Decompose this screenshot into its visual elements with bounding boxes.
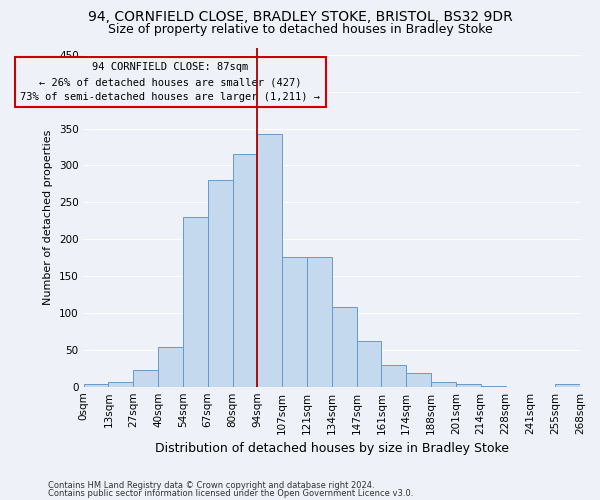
Text: Contains public sector information licensed under the Open Government Licence v3: Contains public sector information licen… <box>48 488 413 498</box>
Bar <box>406 372 431 386</box>
Bar <box>382 364 406 386</box>
Bar <box>109 382 133 386</box>
Bar <box>282 257 307 386</box>
Text: Contains HM Land Registry data © Crown copyright and database right 2024.: Contains HM Land Registry data © Crown c… <box>48 481 374 490</box>
Bar <box>233 154 257 386</box>
Text: Size of property relative to detached houses in Bradley Stoke: Size of property relative to detached ho… <box>107 22 493 36</box>
Bar <box>83 384 109 386</box>
Bar <box>431 382 456 386</box>
Text: 94 CORNFIELD CLOSE: 87sqm
← 26% of detached houses are smaller (427)
73% of semi: 94 CORNFIELD CLOSE: 87sqm ← 26% of detac… <box>20 62 320 102</box>
Bar <box>183 217 208 386</box>
Bar <box>332 307 356 386</box>
Bar <box>208 180 233 386</box>
Bar <box>133 370 158 386</box>
Bar <box>307 257 332 386</box>
Bar <box>158 347 183 387</box>
Bar <box>555 384 580 386</box>
Y-axis label: Number of detached properties: Number of detached properties <box>43 130 53 305</box>
Bar <box>356 341 382 386</box>
Bar <box>257 134 282 386</box>
X-axis label: Distribution of detached houses by size in Bradley Stoke: Distribution of detached houses by size … <box>155 442 509 455</box>
Bar <box>456 384 481 386</box>
Text: 94, CORNFIELD CLOSE, BRADLEY STOKE, BRISTOL, BS32 9DR: 94, CORNFIELD CLOSE, BRADLEY STOKE, BRIS… <box>88 10 512 24</box>
